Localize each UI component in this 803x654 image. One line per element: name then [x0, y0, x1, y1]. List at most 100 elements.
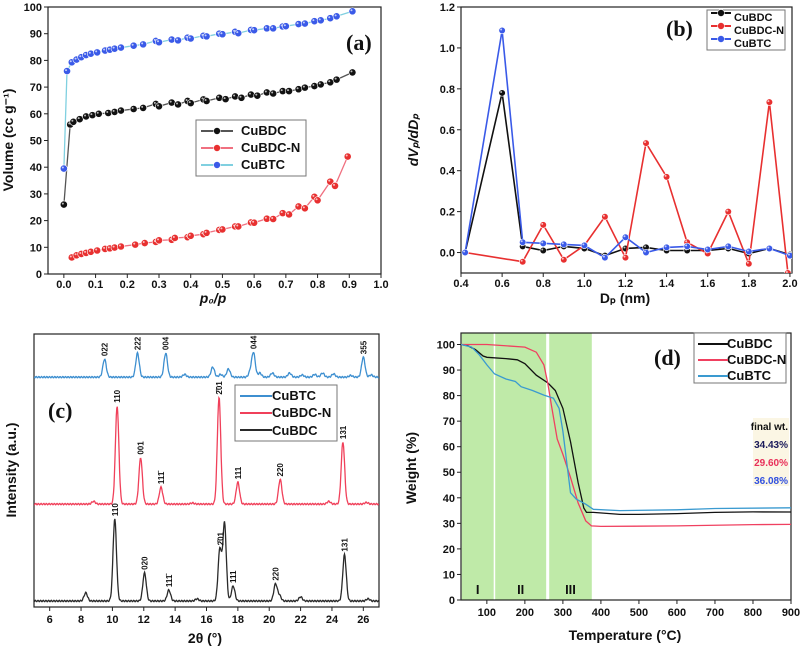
data-point-highlight: [302, 85, 305, 88]
data-point-highlight: [71, 119, 74, 122]
x-tick-label: 0.4: [453, 278, 469, 290]
data-point: [332, 75, 341, 84]
data-point-highlight: [302, 21, 305, 24]
data-point-highlight: [239, 95, 242, 98]
y-axis-title-a: Volume (cc g⁻¹): [0, 89, 16, 192]
x-tick-label: 100: [478, 607, 496, 619]
panel-c: 6 8 10 12 14 16 18 20 22 24 26 022 222 004 044 355 110 00…: [33, 333, 380, 626]
x-tick-label: 0.0: [56, 279, 71, 291]
data-point-highlight: [561, 257, 564, 260]
data-point-highlight: [79, 251, 82, 254]
data-point-highlight: [726, 244, 729, 247]
x-tick-label: 0.5: [215, 279, 230, 291]
data-point-highlight: [131, 106, 134, 109]
legend-marks: [201, 9, 731, 431]
series-CuBTC: [461, 343, 791, 512]
data-point: [110, 44, 119, 53]
data-point-highlight: [236, 224, 239, 227]
x-tick-label: 2.0: [782, 278, 797, 290]
data-point-highlight: [767, 100, 770, 103]
panel-label-c: (c): [48, 398, 72, 423]
series-line: [461, 343, 791, 516]
x-tick-label: 500: [630, 607, 648, 619]
data-point: [250, 218, 259, 227]
data-point-highlight: [252, 28, 255, 31]
data-point: [155, 102, 163, 111]
series-line: [461, 343, 791, 512]
data-point-highlight: [69, 60, 72, 63]
data-point: [131, 240, 140, 249]
data-point-highlight: [61, 202, 64, 205]
peak-label: 2̄01: [217, 531, 226, 545]
final-wt-title: final wt.: [751, 422, 788, 433]
panel-a: 0.0 0.1 0.2 0.3 0.4 0.5 0.6 0.7 0.8 0.9 1.0 0 10 20 30…: [24, 2, 389, 291]
background-layer: [461, 333, 592, 600]
data-point-highlight: [767, 246, 770, 249]
y-tick-label: 1.0: [440, 43, 455, 55]
data-point-highlight: [204, 230, 207, 233]
data-point-highlight: [176, 38, 179, 41]
data-point-highlight: [74, 253, 77, 256]
data-point: [621, 233, 630, 241]
y-axis-title-d: Weight (%): [403, 432, 419, 504]
peak-label: 111: [229, 570, 238, 583]
data-point: [94, 109, 103, 118]
data-point-highlight: [328, 179, 331, 182]
data-point-highlight: [264, 26, 267, 29]
data-point-highlight: [112, 109, 115, 112]
data-point-highlight: [541, 222, 544, 225]
data-point-highlight: [172, 235, 175, 238]
series-CuBTC: [461, 26, 792, 262]
legend-marker: [717, 9, 725, 17]
legend-label: CuBDC: [272, 423, 318, 438]
peak-label: 220: [272, 567, 281, 581]
data-point: [278, 209, 287, 218]
x-tick-label: 300: [554, 607, 572, 619]
data-point-highlight: [236, 31, 239, 34]
series-CuBDC-N: [461, 343, 791, 528]
legend-label: CuBDC: [241, 123, 287, 138]
data-point: [202, 32, 211, 41]
legend-label: CuBDC: [734, 12, 773, 24]
data-point: [170, 234, 179, 242]
y-tick-label: 100: [24, 2, 42, 14]
data-point: [93, 246, 102, 255]
data-point-highlight: [65, 69, 68, 72]
y-tick-label: 10: [443, 569, 455, 581]
x-tick-label: 22: [294, 614, 306, 626]
data-point: [539, 221, 547, 229]
data-point-highlight: [141, 42, 144, 45]
data-point-highlight: [685, 244, 688, 247]
data-point-highlight: [350, 9, 353, 12]
data-point: [316, 16, 325, 25]
data-point: [117, 106, 125, 115]
data-point: [202, 228, 211, 237]
data-point-highlight: [350, 70, 353, 73]
y-tick-label: 40: [30, 162, 42, 174]
data-point-highlight: [157, 40, 159, 43]
data-point-highlight: [84, 114, 87, 117]
data-point-highlight: [271, 26, 274, 29]
data-point: [110, 243, 119, 252]
final-wt-background: [753, 418, 789, 486]
data-point-highlight: [106, 110, 109, 113]
data-point: [642, 139, 650, 147]
data-point-highlight: [785, 271, 788, 273]
data-point-highlight: [157, 104, 159, 107]
y-tick-label: 0: [449, 595, 455, 607]
data-point-highlight: [334, 14, 337, 17]
data-point: [82, 112, 90, 121]
x-tick-label: 12: [138, 614, 150, 626]
data-point: [104, 109, 113, 117]
x-tick-label: 1.2: [618, 278, 633, 290]
x-tick-label: 1.6: [700, 278, 715, 290]
data-point-highlight: [463, 250, 466, 253]
data-point-highlight: [644, 245, 647, 248]
legend-label: CuBDC: [727, 336, 773, 351]
plot-frame: [33, 333, 380, 608]
x-tick-label: 0.4: [183, 279, 199, 291]
data-point-highlight: [312, 19, 315, 22]
data-point: [269, 89, 278, 98]
data-point: [63, 67, 71, 75]
